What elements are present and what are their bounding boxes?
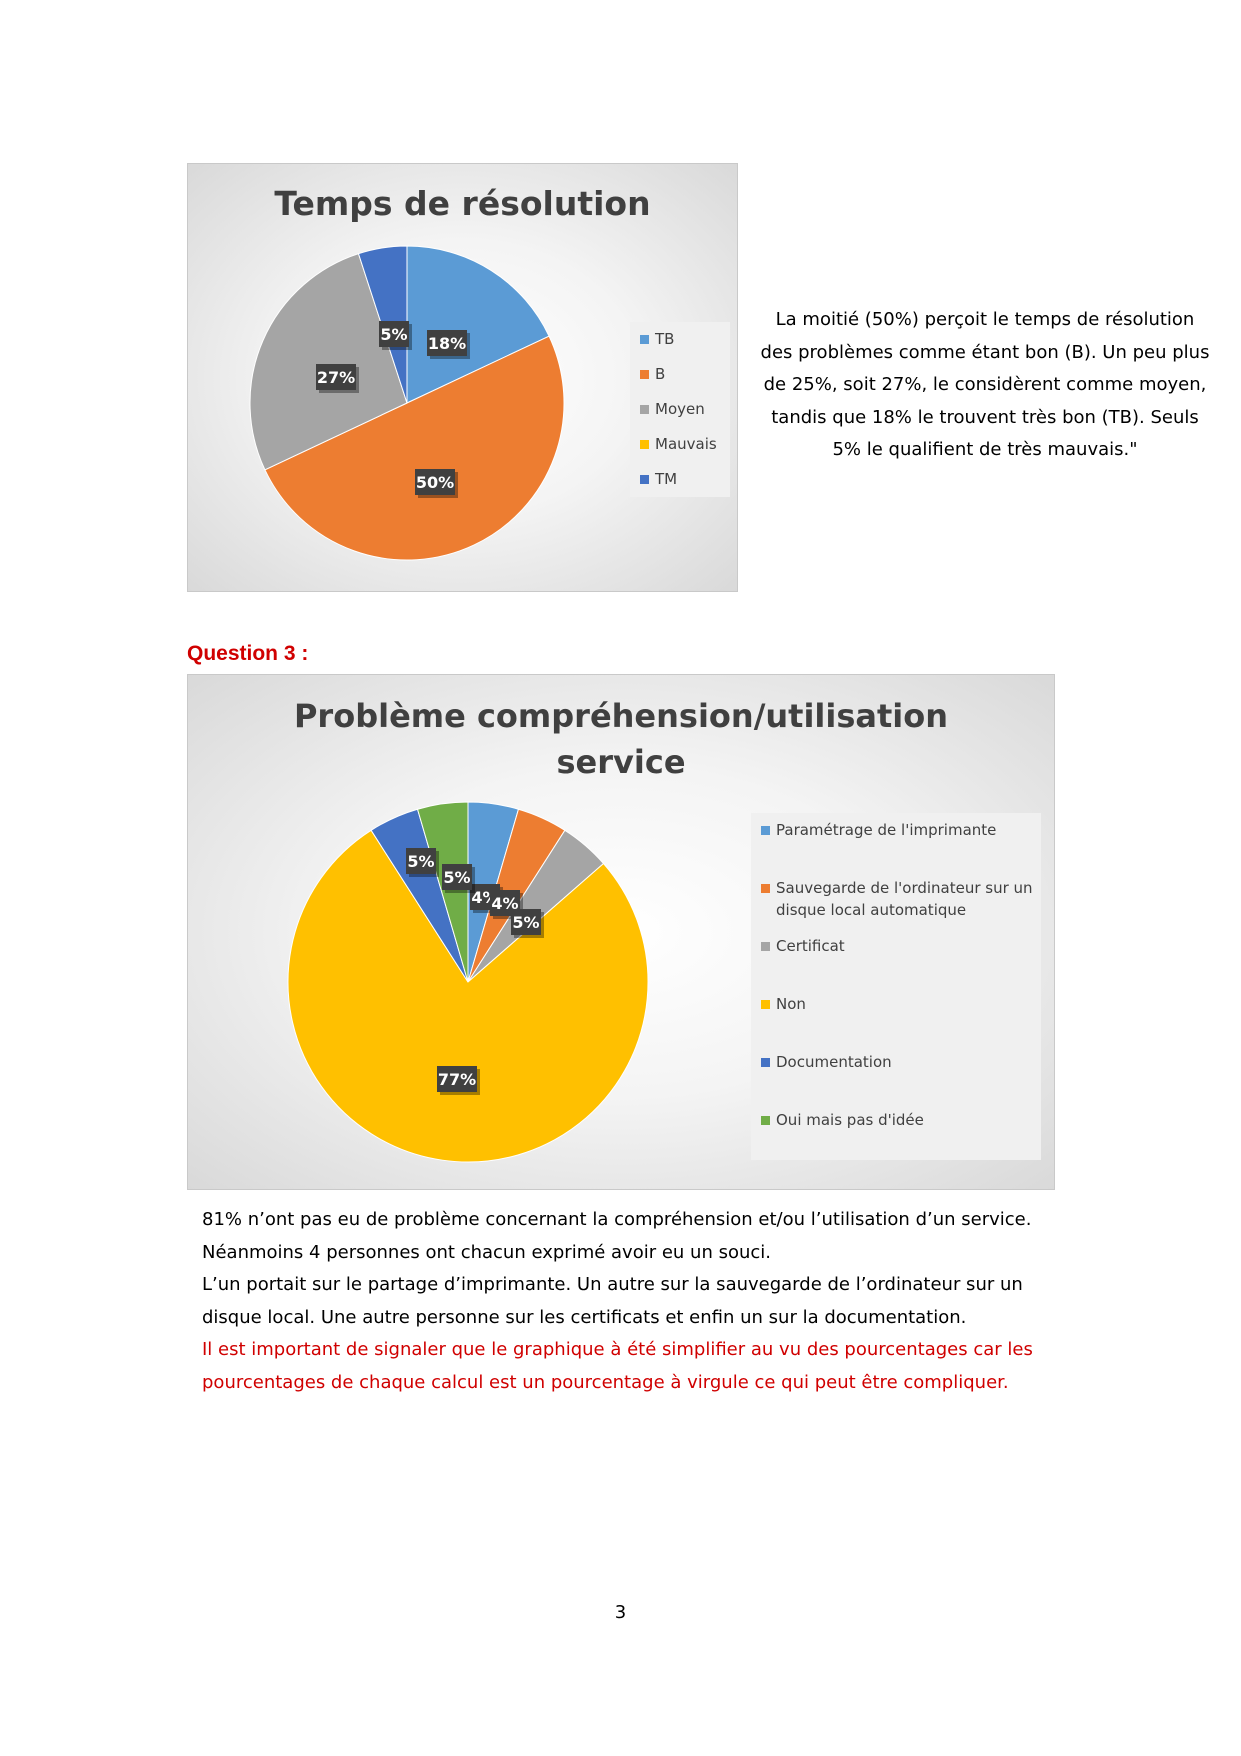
svg-text:18%: 18%	[428, 334, 466, 353]
legend-label: Documentation	[776, 1053, 892, 1071]
legend-label: Certificat	[776, 937, 845, 955]
chart-title: Problème compréhension/utilisation servi…	[188, 693, 1054, 785]
pie-chart-resolution: 18% 50% 27% 5%	[249, 245, 565, 561]
svg-text:50%: 50%	[416, 473, 454, 492]
data-label: 5%	[379, 321, 412, 350]
question-heading: Question 3 :	[187, 642, 309, 665]
text-line: 5% le qualifient de très mauvais."	[832, 439, 1138, 460]
svg-text:27%: 27%	[317, 368, 355, 387]
legend-item-b: B	[640, 363, 724, 385]
svg-text:77%: 77%	[438, 1070, 476, 1089]
legend-swatch	[761, 1000, 770, 1009]
legend-item-oui-mais: Oui mais pas d'idée	[761, 1109, 1035, 1131]
legend-swatch	[640, 475, 649, 484]
legend-swatch	[761, 884, 770, 893]
legend-item-moyen: Moyen	[640, 398, 724, 420]
legend-label: B	[655, 365, 666, 383]
chart-probleme-service: Problème compréhension/utilisation servi…	[187, 674, 1055, 1190]
chart-legend: TB B Moyen Mauvais TM	[630, 322, 730, 497]
legend-item-sauvegarde: Sauvegarde de l'ordinateur sur un disque…	[761, 877, 1035, 921]
text-line: disque local. Une autre personne sur les…	[202, 1306, 967, 1328]
chart-title-line: Problème compréhension/utilisation	[293, 697, 949, 735]
data-label: 18%	[427, 330, 470, 359]
legend-label: Mauvais	[655, 435, 717, 453]
legend-label: Sauvegarde de l'ordinateur sur un disque…	[776, 879, 1033, 919]
legend-label: Paramétrage de l'imprimante	[776, 821, 997, 839]
text-line: L’un portait sur le partage d’imprimante…	[202, 1274, 1023, 1295]
legend-label: TB	[655, 330, 675, 348]
pie-chart-service: 4%4%5%77%5%5%	[287, 801, 649, 1163]
data-label: 5%	[406, 848, 439, 877]
pie-slice	[416, 801, 469, 983]
legend-item-parametrage: Paramétrage de l'imprimante	[761, 819, 1035, 841]
svg-text:5%: 5%	[443, 868, 470, 887]
text-line: La moitié (50%) perçoit le temps de réso…	[775, 309, 1195, 330]
text-line: Néanmoins 4 personnes ont chacun exprimé…	[202, 1241, 772, 1263]
svg-text:5%: 5%	[380, 325, 407, 344]
text-line: de 25%, soit 27%, le considèrent comme m…	[763, 374, 1207, 395]
page-number: 3	[614, 1602, 627, 1623]
note-line: pourcentages de chaque calcul est un pou…	[202, 1371, 1009, 1393]
chart-title-line: service	[556, 743, 686, 781]
svg-text:5%: 5%	[407, 852, 434, 871]
legend-swatch	[640, 405, 649, 414]
legend-swatch	[640, 440, 649, 449]
data-label: 5%	[442, 864, 475, 893]
summary-paragraph-2: 81% n’ont pas eu de problème concernant …	[202, 1204, 1232, 1399]
legend-item-mauvais: Mauvais	[640, 433, 724, 455]
legend-swatch	[761, 1058, 770, 1067]
chart-legend: Paramétrage de l'imprimante Sauvegarde d…	[751, 813, 1041, 1160]
text-line: 81% n’ont pas eu de problème concernant …	[202, 1209, 1032, 1230]
legend-swatch	[761, 942, 770, 951]
legend-label: Non	[776, 995, 806, 1013]
pie-slice	[406, 245, 550, 404]
legend-swatch	[640, 370, 649, 379]
pie-slice	[249, 253, 408, 471]
legend-label: Oui mais pas d'idée	[776, 1111, 924, 1129]
chart-title: Temps de résolution	[274, 184, 651, 223]
chart-temps-resolution: Temps de résolution 18% 50% 27% 5% TB B Moy…	[187, 163, 738, 592]
legend-label: Moyen	[655, 400, 705, 418]
data-label: 27%	[316, 364, 359, 393]
pie-slice	[287, 829, 649, 1163]
svg-text:5%: 5%	[512, 913, 539, 932]
legend-item-documentation: Documentation	[761, 1051, 1035, 1073]
legend-swatch	[640, 335, 649, 344]
note-line: Il est important de signaler que le grap…	[202, 1339, 1033, 1360]
data-label: 50%	[415, 469, 458, 498]
legend-swatch	[761, 826, 770, 835]
summary-paragraph-1: La moitié (50%) perçoit le temps de réso…	[740, 304, 1230, 467]
legend-item-tm: TM	[640, 468, 724, 490]
data-label: 77%	[437, 1066, 480, 1095]
data-label: 4%	[490, 890, 523, 919]
legend-item-certificat: Certificat	[761, 935, 1035, 957]
svg-text:4%: 4%	[491, 894, 518, 913]
text-line: des problèmes comme étant bon (B). Un pe…	[760, 341, 1210, 363]
legend-item-tb: TB	[640, 328, 724, 350]
legend-swatch	[761, 1116, 770, 1125]
data-label: 5%	[511, 909, 544, 938]
legend-item-non: Non	[761, 993, 1035, 1015]
legend-label: TM	[655, 470, 678, 488]
pie-slice	[264, 335, 565, 561]
text-line: tandis que 18% le trouvent très bon (TB)…	[771, 406, 1199, 428]
